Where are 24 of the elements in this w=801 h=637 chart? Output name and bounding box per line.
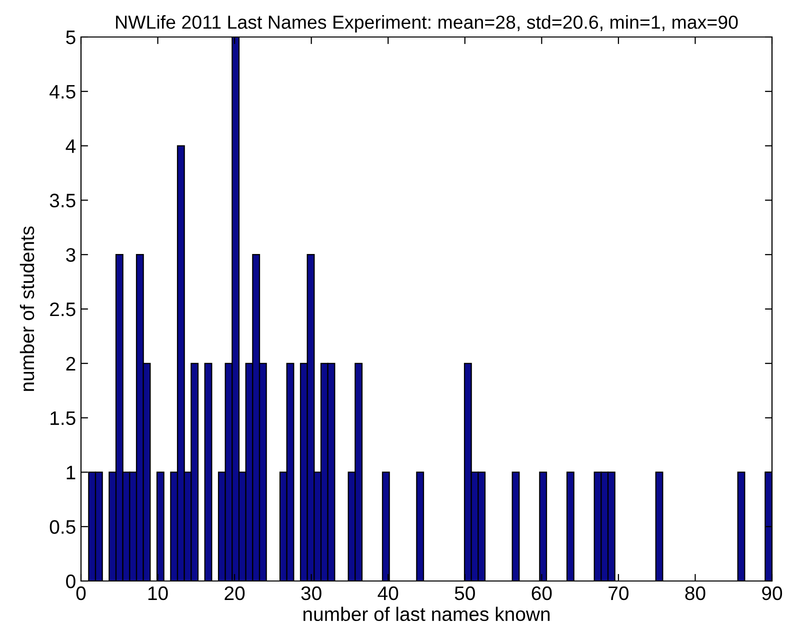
y-tick-label: 2 [66, 356, 76, 370]
y-axis-title: number of students [20, 226, 34, 391]
x-tick-label: 20 [224, 586, 245, 600]
y-tick-label: 4 [66, 139, 76, 153]
y-tick-label: 0 [66, 574, 76, 588]
y-tick-label: 3.5 [50, 194, 76, 208]
y-tick-label: 5 [66, 30, 76, 44]
y-tick-label: 4.5 [50, 85, 76, 99]
x-tick-label: 30 [301, 586, 322, 600]
y-tick-label: 1 [66, 466, 76, 480]
y-tick-label: 0.5 [50, 520, 76, 534]
x-tick-label: 40 [378, 586, 398, 600]
x-tick-label: 10 [148, 586, 168, 600]
x-tick-label: 60 [532, 586, 552, 600]
x-tick-label: 80 [685, 586, 706, 600]
chart-title: NWLife 2011 Last Names Experiment: mean=28, std=20.6, min=1, max=90 [116, 15, 738, 33]
y-tick-label: 2.5 [50, 302, 76, 316]
x-tick-label: 0 [76, 586, 86, 600]
y-tick-label: 3 [66, 248, 76, 262]
x-tick-label: 70 [608, 586, 628, 600]
y-tick-label: 1.5 [50, 411, 76, 426]
x-axis-title: number of last names known [304, 606, 550, 622]
x-tick-label: 50 [454, 586, 475, 600]
x-tick-label: 90 [762, 586, 782, 600]
